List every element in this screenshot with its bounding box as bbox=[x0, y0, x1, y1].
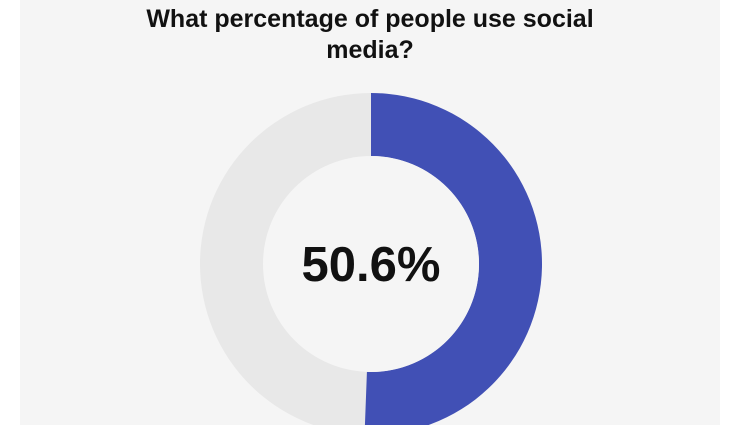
chart-title-line-1: What percentage of people use social bbox=[146, 5, 594, 33]
donut-hole bbox=[263, 156, 479, 372]
chart-title: What percentage of people use social med… bbox=[20, 4, 720, 66]
donut-value-segment bbox=[364, 93, 542, 425]
center-value-label: 50.6% bbox=[302, 238, 441, 292]
chart-title-line-2: media? bbox=[326, 36, 414, 64]
